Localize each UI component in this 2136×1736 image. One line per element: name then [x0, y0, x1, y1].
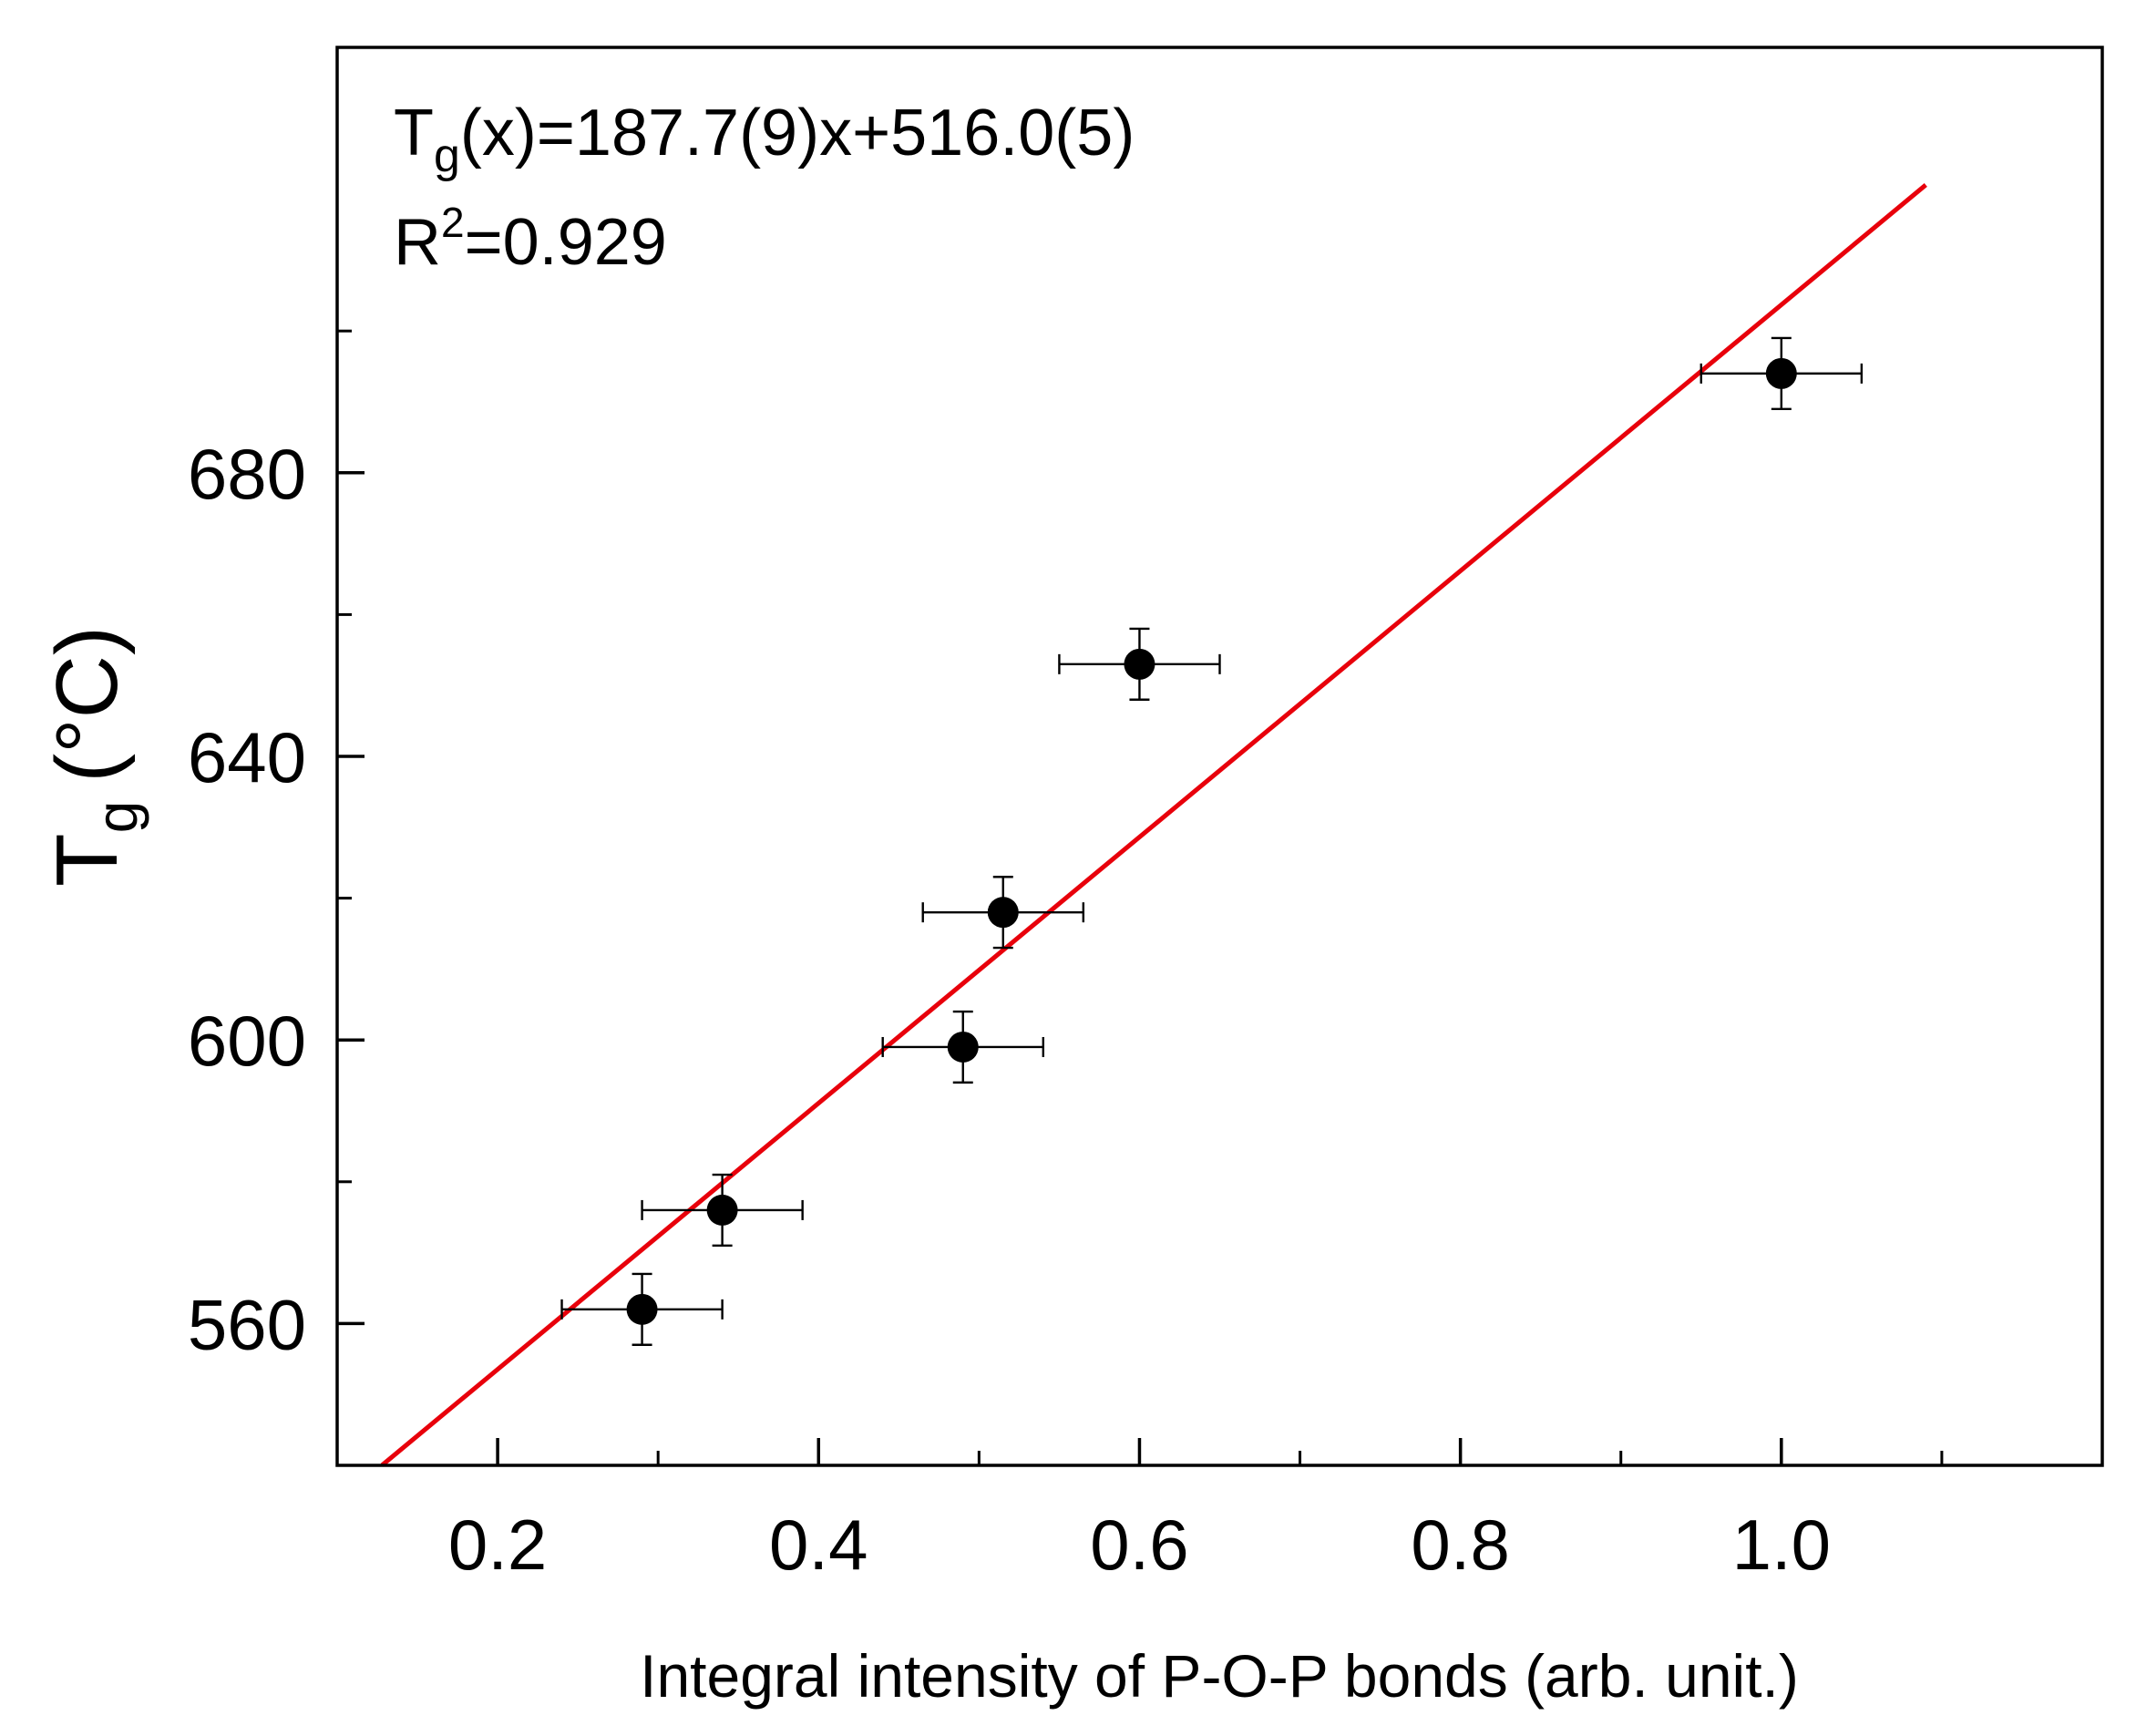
- data-point-0: [626, 1293, 658, 1325]
- data-points-group: [626, 357, 1797, 1325]
- x-tick-label-0: 0.2: [448, 1505, 547, 1585]
- r-squared-rest: =0.929: [465, 206, 667, 279]
- y-axis-title-main: T: [38, 833, 136, 887]
- fit-equation-main: T: [394, 97, 434, 169]
- fit-equation-subscript: g: [434, 129, 460, 182]
- x-tick-label-2: 0.6: [1090, 1505, 1188, 1585]
- y-axis-title-unit: (°C): [38, 626, 136, 783]
- fit-equation-annotation: Tg(x)=187.7(9)x+516.0(5): [394, 97, 1135, 182]
- fit-equation-rest: (x)=187.7(9)x+516.0(5): [460, 97, 1135, 169]
- fit-line: [380, 183, 1927, 1467]
- fit-line-group: [380, 183, 1927, 1467]
- y-tick-label-1: 600: [188, 1001, 306, 1081]
- r-squared-superscript: 2: [441, 199, 465, 246]
- x-tick-label-4: 1.0: [1732, 1505, 1831, 1585]
- y-tick-label-2: 640: [188, 717, 306, 797]
- tick-labels-group: 0.2 0.4 0.6 0.8 1.0 560 600 640 680: [188, 434, 1831, 1585]
- x-axis-title: Integral intensity of P-O-P bonds (arb. …: [640, 1642, 1799, 1710]
- data-point-4: [1124, 648, 1155, 680]
- y-axis-title: Tg (°C): [38, 626, 149, 887]
- x-tick-label-3: 0.8: [1411, 1505, 1509, 1585]
- data-point-1: [706, 1194, 738, 1226]
- x-tick-label-1: 0.4: [769, 1505, 868, 1585]
- error-bars-group: [560, 336, 1864, 1346]
- y-axis-title-subscript: g: [84, 801, 149, 834]
- axis-ticks-group: [337, 329, 1944, 1465]
- r-squared-main: R: [394, 206, 441, 279]
- data-point-2: [947, 1031, 979, 1063]
- r-squared-annotation: R2=0.929: [394, 199, 667, 279]
- y-tick-label-3: 680: [188, 434, 306, 514]
- data-point-3: [987, 897, 1019, 929]
- data-point-5: [1765, 357, 1797, 389]
- y-tick-label-0: 560: [188, 1284, 306, 1364]
